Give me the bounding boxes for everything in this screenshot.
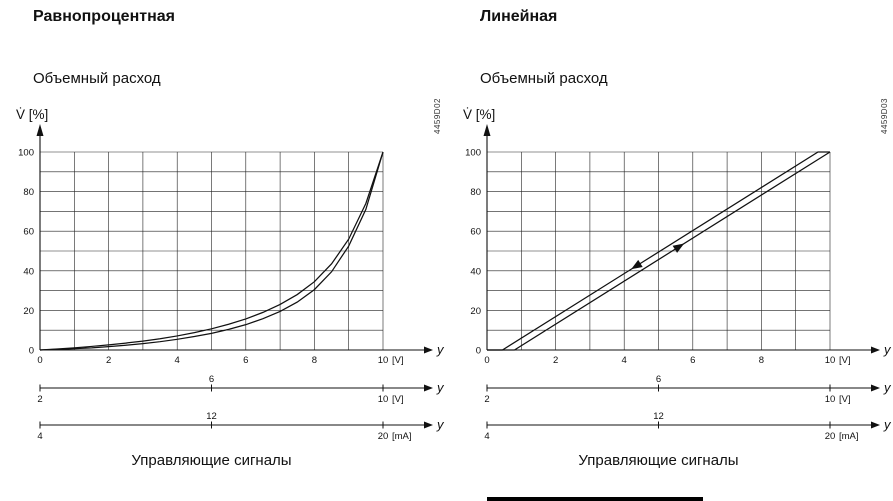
x-axis-unit: [V] bbox=[392, 355, 404, 366]
svg-text:100: 100 bbox=[18, 148, 34, 159]
svg-text:2: 2 bbox=[37, 394, 42, 405]
x-axis-unit: [V] bbox=[839, 355, 851, 366]
drawing-code: 4459D03 bbox=[880, 98, 889, 134]
svg-text:2: 2 bbox=[484, 394, 489, 405]
panel-subtitle: Объемный расход bbox=[480, 70, 608, 87]
signal-axis-label: y bbox=[883, 417, 892, 432]
svg-text:12: 12 bbox=[206, 411, 217, 422]
svg-text:4: 4 bbox=[37, 431, 42, 442]
svg-text:20: 20 bbox=[23, 306, 34, 317]
svg-text:20: 20 bbox=[470, 306, 481, 317]
y-axis-label: V̇ [%] bbox=[16, 107, 48, 122]
svg-text:60: 60 bbox=[470, 227, 481, 238]
x-axis-arrow bbox=[871, 346, 880, 354]
panel-title: Линейная bbox=[480, 8, 558, 25]
x-axis-arrow bbox=[424, 346, 433, 354]
svg-text:80: 80 bbox=[23, 187, 34, 198]
panel-equal-percentage: Равнопроцентная Объемный расход V̇ [%] y 0… bbox=[0, 0, 446, 501]
svg-text:80: 80 bbox=[470, 187, 481, 198]
x-axis-caption: Управляющие сигналы bbox=[578, 452, 739, 469]
signal-axis-label: y bbox=[883, 380, 892, 395]
grid bbox=[486, 151, 831, 351]
svg-text:2: 2 bbox=[106, 355, 111, 366]
x-axis-signal-label: y bbox=[436, 342, 445, 357]
signal-axis-unit: [mA] bbox=[392, 431, 412, 442]
direction-arrow bbox=[631, 259, 643, 270]
svg-text:2: 2 bbox=[553, 355, 558, 366]
svg-text:4: 4 bbox=[175, 355, 180, 366]
y-axis-arrow bbox=[483, 124, 491, 136]
x-axis-signal-label: y bbox=[883, 342, 892, 357]
signal-axis-label: y bbox=[436, 417, 445, 432]
svg-text:10: 10 bbox=[825, 355, 836, 366]
svg-text:10: 10 bbox=[825, 394, 836, 405]
signal-axis-unit: [V] bbox=[392, 394, 404, 405]
panel-linear: Линейная Объемный расход V̇ [%] y 0 20 40 60 8… bbox=[447, 0, 893, 501]
svg-text:40: 40 bbox=[470, 266, 481, 277]
signal-axis-unit: [mA] bbox=[839, 431, 859, 442]
grid bbox=[39, 151, 384, 351]
svg-text:0: 0 bbox=[484, 355, 489, 366]
svg-text:4: 4 bbox=[484, 431, 489, 442]
x-axis-caption: Управляющие сигналы bbox=[131, 452, 292, 469]
panel-title: Равнопроцентная bbox=[33, 8, 175, 25]
panel-subtitle: Объемный расход bbox=[33, 70, 161, 87]
svg-text:60: 60 bbox=[23, 227, 34, 238]
equal-percentage-curve-upper bbox=[39, 151, 384, 351]
direction-arrow bbox=[672, 243, 685, 253]
linear-rising-line bbox=[487, 151, 831, 351]
svg-text:0: 0 bbox=[476, 346, 481, 357]
svg-text:6: 6 bbox=[209, 374, 214, 385]
svg-text:6: 6 bbox=[656, 374, 661, 385]
svg-text:40: 40 bbox=[23, 266, 34, 277]
svg-text:6: 6 bbox=[690, 355, 695, 366]
svg-text:100: 100 bbox=[465, 148, 481, 159]
svg-text:20: 20 bbox=[378, 431, 389, 442]
drawing-code: 4459D02 bbox=[433, 98, 442, 134]
svg-text:0: 0 bbox=[37, 355, 42, 366]
equal-percentage-curve-lower bbox=[39, 151, 384, 351]
signal-axis-label: y bbox=[436, 380, 445, 395]
svg-text:6: 6 bbox=[243, 355, 248, 366]
svg-text:8: 8 bbox=[759, 355, 764, 366]
svg-text:4: 4 bbox=[622, 355, 627, 366]
svg-text:8: 8 bbox=[312, 355, 317, 366]
svg-text:0: 0 bbox=[29, 346, 34, 357]
svg-text:12: 12 bbox=[653, 411, 664, 422]
svg-text:10: 10 bbox=[378, 394, 389, 405]
svg-text:10: 10 bbox=[378, 355, 389, 366]
y-axis-arrow bbox=[36, 124, 44, 136]
bottom-rule bbox=[487, 497, 703, 501]
svg-text:20: 20 bbox=[825, 431, 836, 442]
signal-axis-unit: [V] bbox=[839, 394, 851, 405]
y-axis-label: V̇ [%] bbox=[463, 107, 495, 122]
